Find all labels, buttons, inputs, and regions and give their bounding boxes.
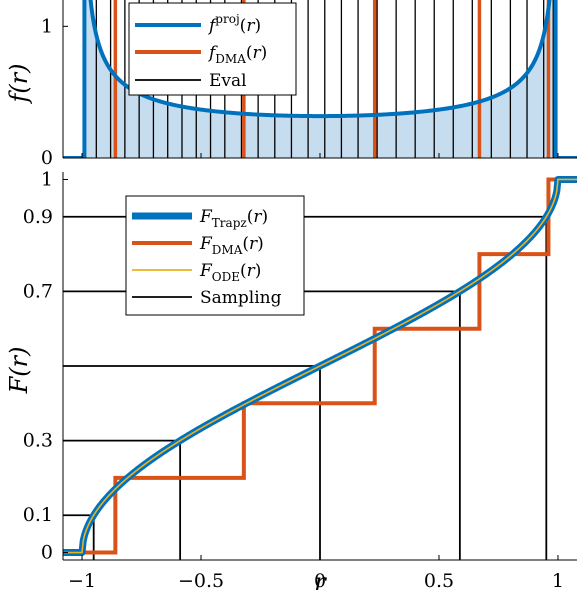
legend-label-1: FDMA(r) (199, 234, 264, 257)
legend-label-2: Eval (209, 71, 247, 91)
density-y-label: f(r) (5, 63, 33, 104)
legend-label-arg: r (253, 207, 262, 227)
legend-label-paren: ( (247, 207, 254, 227)
legend-label-paren: ) (261, 207, 268, 227)
legend-label-paren: ( (240, 261, 247, 281)
cdf-plot-area (63, 175, 577, 560)
legend-label-symbol: f (207, 16, 218, 36)
cdf-y-tick-label: 0.1 (23, 504, 53, 526)
cdf-y-tick-label: 0.7 (23, 280, 53, 302)
legend-label-3: Sampling (200, 288, 282, 308)
legend-label-paren: ( (242, 234, 249, 254)
legend-label-symbol: F (199, 261, 213, 281)
legend-label-paren: ) (255, 261, 262, 281)
cdf-x-tick-label: 0.5 (424, 570, 454, 592)
cdf-x-label: r (314, 568, 327, 596)
legend-label-0: fproj(r) (207, 12, 261, 36)
legend-label-subscript: Trapz (212, 216, 247, 230)
legend-label-paren: ( (246, 43, 253, 63)
density-legend: fproj(r)fDMA(r)Eval (128, 2, 297, 96)
cdf-y-tick-label: 1 (41, 168, 53, 190)
legend-label-superscript: proj (215, 12, 239, 26)
cdf-panel: 00.10.30.70.91−1 −0.5 0 0.5 1rF(r)FTrapz(r)F… (5, 168, 577, 596)
cdf-y-label: F(r) (5, 347, 33, 395)
cdf-x-tick-label: −1 (68, 570, 96, 592)
legend-label-symbol: F (199, 234, 213, 254)
fode-line (63, 178, 577, 554)
legend-label-paren: ) (261, 43, 268, 63)
cdf-y-tick-label: 0.9 (23, 206, 53, 228)
legend-label-paren: ( (240, 16, 247, 36)
cdf-x-tick-label: 1 (552, 570, 564, 592)
density-panel: 01f(r)fproj(r)fDMA(r)Eval (5, 0, 577, 169)
legend-label-symbol: f (207, 43, 218, 63)
legend-label-1: fDMA(r) (207, 43, 267, 66)
legend-label-text: Eval (209, 71, 247, 91)
legend-label-2: FODE(r) (199, 261, 261, 284)
density-y-tick-label: 0 (41, 147, 53, 169)
cdf-x-tick-label: −0.5 (178, 570, 224, 592)
legend-label-text: Sampling (200, 288, 282, 308)
fproj-line (63, 0, 577, 158)
legend-label-paren: ) (257, 234, 264, 254)
legend-label-arg: r (253, 43, 262, 63)
cdf-y-tick-label: 0.3 (23, 430, 53, 452)
legend-label-subscript: ODE (212, 270, 240, 284)
legend-label-paren: ) (254, 16, 261, 36)
cdf-legend: FTrapz(r)FDMA(r)FODE(r)Sampling (125, 195, 305, 316)
legend-label-0: FTrapz(r) (199, 207, 268, 230)
cdf-x-tick-label: 0 (314, 570, 326, 592)
legend-label-subscript: DMA (215, 52, 246, 66)
cdf-y-tick-label: 0 (41, 542, 53, 564)
legend-label-arg: r (246, 16, 255, 36)
legend-label-arg: r (247, 261, 256, 281)
legend-label-symbol: F (199, 207, 213, 227)
legend-label-subscript: DMA (212, 243, 243, 257)
density-fill (84, 0, 556, 158)
legend-label-arg: r (249, 234, 258, 254)
density-y-tick-label: 1 (41, 15, 53, 37)
